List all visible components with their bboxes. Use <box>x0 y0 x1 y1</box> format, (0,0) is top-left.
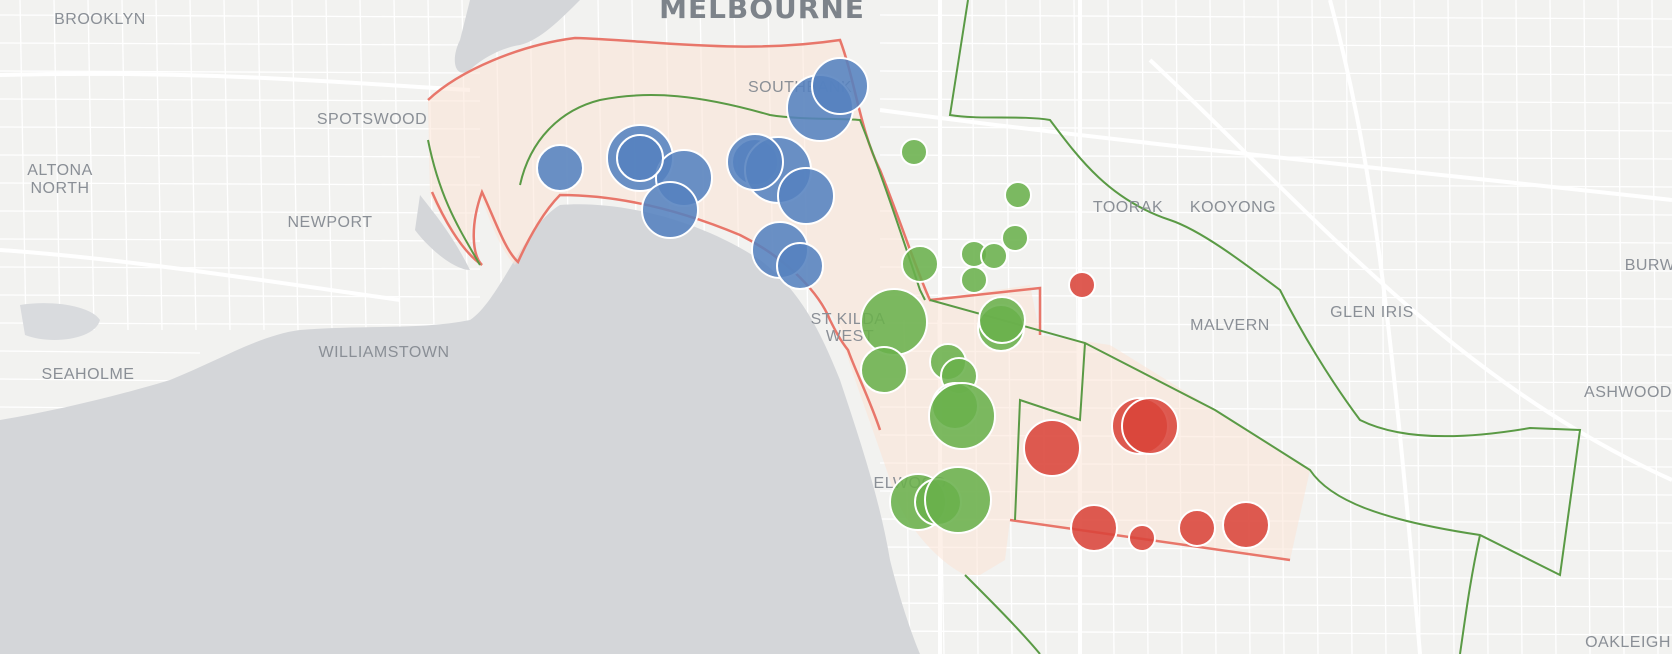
street <box>189 0 197 331</box>
green-marker[interactable] <box>924 466 992 534</box>
street <box>0 294 481 298</box>
red-marker[interactable] <box>1222 501 1270 549</box>
blue-marker[interactable] <box>726 133 784 191</box>
street <box>0 98 481 102</box>
red-marker[interactable] <box>1128 524 1156 552</box>
street <box>879 70 1672 76</box>
yarra-river-mouth <box>454 0 580 73</box>
street <box>0 350 201 354</box>
place-label-williamstown: WILLIAMSTOWN <box>318 344 449 361</box>
place-label-melbourne: MELBOURNE <box>659 0 865 25</box>
data-markers[interactable] <box>536 57 1270 552</box>
place-label-spotswood: SPOTSWOOD <box>317 111 427 128</box>
street <box>1107 0 1115 654</box>
place-label-toorak: TOORAK <box>1093 199 1163 216</box>
street <box>0 182 481 186</box>
red-marker[interactable] <box>1023 419 1081 477</box>
red-marker[interactable] <box>1121 397 1179 455</box>
street <box>879 630 1672 636</box>
red-marker[interactable] <box>1178 509 1216 547</box>
street <box>359 0 367 331</box>
street <box>1481 0 1489 654</box>
street <box>1413 0 1421 654</box>
williamstown-inlet <box>415 195 470 270</box>
street <box>0 378 201 382</box>
street <box>879 98 1672 104</box>
blue-marker[interactable] <box>776 242 824 290</box>
red-marker[interactable] <box>1068 271 1096 299</box>
place-label-newport: NEWPORT <box>288 214 373 231</box>
port-phillip-bay <box>0 204 920 654</box>
blue-marker[interactable] <box>616 134 664 182</box>
street <box>0 126 481 130</box>
street <box>53 0 61 331</box>
street <box>1379 0 1387 654</box>
green-marker[interactable] <box>960 266 988 294</box>
street <box>1311 0 1319 654</box>
street <box>19 0 27 331</box>
green-marker[interactable] <box>980 242 1008 270</box>
green-marker[interactable] <box>1004 181 1032 209</box>
street <box>0 154 481 158</box>
street <box>879 266 1672 272</box>
street <box>879 42 1672 48</box>
green-marker[interactable] <box>860 346 908 394</box>
place-label-altona: ALTONA <box>27 162 93 179</box>
blue-marker[interactable] <box>811 57 869 115</box>
green-marker[interactable] <box>1001 224 1029 252</box>
place-label-seaholme: SEAHOLME <box>42 366 135 383</box>
blue-marker[interactable] <box>641 181 699 239</box>
street <box>1039 0 1047 654</box>
place-label-ashwood: ASHWOOD <box>1584 384 1672 401</box>
street <box>1515 0 1523 654</box>
green-marker[interactable] <box>901 245 939 283</box>
place-label-burw: BURW <box>1625 257 1672 274</box>
place-label-glen-iris: GLEN IRIS <box>1330 304 1414 321</box>
street <box>0 266 481 270</box>
place-label-oakleigh: OAKLEIGH <box>1585 634 1671 651</box>
street <box>0 238 481 242</box>
place-label-kooyong: KOOYONG <box>1190 199 1276 216</box>
street <box>291 0 299 331</box>
street <box>0 70 481 74</box>
street <box>879 602 1672 608</box>
street <box>0 210 481 214</box>
street <box>879 14 1672 20</box>
street <box>879 574 1672 580</box>
street <box>121 0 129 331</box>
blue-marker[interactable] <box>777 167 835 225</box>
street <box>87 0 95 331</box>
blue-marker[interactable] <box>536 144 584 192</box>
street <box>0 14 481 18</box>
street <box>257 0 265 331</box>
green-marker[interactable] <box>928 382 996 450</box>
street <box>325 0 333 331</box>
place-label-north: NORTH <box>30 180 89 197</box>
altona-pond <box>20 303 100 340</box>
green-marker[interactable] <box>860 288 928 356</box>
street <box>1447 0 1455 654</box>
street <box>393 0 401 331</box>
street <box>155 0 163 331</box>
place-label-malvern: MALVERN <box>1190 317 1270 334</box>
green-marker[interactable] <box>900 138 928 166</box>
red-marker[interactable] <box>1070 504 1118 552</box>
street <box>0 42 481 46</box>
region-outline-green <box>427 0 1582 654</box>
place-label-brooklyn: BROOKLYN <box>54 11 146 28</box>
street <box>879 210 1672 216</box>
street <box>1345 0 1353 654</box>
green-marker[interactable] <box>978 296 1026 344</box>
